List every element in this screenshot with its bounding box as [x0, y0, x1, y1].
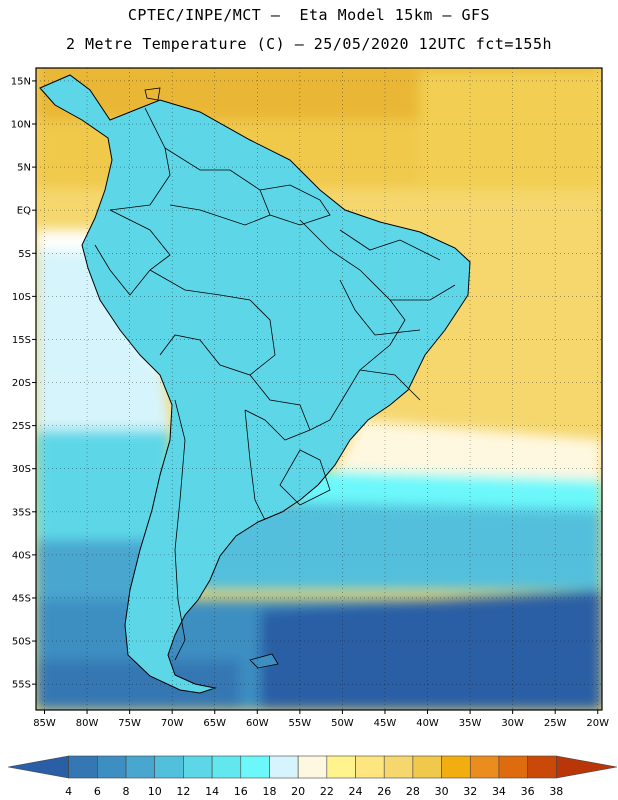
- colorbar-tick-label: 16: [234, 785, 248, 798]
- colorbar-tick-label: 36: [521, 785, 535, 798]
- colorbar-swatch: [412, 755, 442, 779]
- chart-title-line1: CPTEC/INPE/MCT – Eta Model 15km – GFS: [127, 6, 491, 24]
- latitude-label: 40S: [12, 550, 31, 561]
- longitude-label: 20W: [586, 718, 609, 729]
- map-field: [36, 68, 602, 710]
- longitude-label: 55W: [289, 718, 312, 729]
- longitude-label: 25W: [544, 718, 567, 729]
- longitude-label: 60W: [246, 718, 269, 729]
- latitude-label: 10N: [11, 120, 31, 131]
- colorbar-swatch: [527, 755, 557, 779]
- longitude-label: 65W: [203, 718, 226, 729]
- colorbar-swatch: [183, 755, 213, 779]
- colorbar-tick-label: 34: [492, 785, 506, 798]
- colorbar-swatch: [154, 755, 184, 779]
- latitude-label: 35S: [12, 507, 31, 518]
- longitude-label: 85W: [33, 718, 56, 729]
- colorbar-tick-label: 32: [463, 785, 477, 798]
- colorbar-tick-label: 30: [435, 785, 449, 798]
- latitude-label: 50S: [12, 637, 31, 648]
- longitude-label: 35W: [459, 718, 482, 729]
- longitude-label: 80W: [76, 718, 99, 729]
- colorbar-swatch: [68, 755, 98, 779]
- latitude-label: 55S: [12, 680, 31, 691]
- colorbar-swatch: [240, 755, 270, 779]
- map-frame: [35, 67, 603, 711]
- axis-labels: 15N 10N 5N EQ 5S 10S 15S 20S 25S 30S 35S 40S 45S 50S 5…: [11, 76, 609, 729]
- colorbar-swatch: [211, 755, 242, 779]
- colorbar-tick-label: 10: [148, 785, 162, 798]
- longitude-label: 75W: [118, 718, 141, 729]
- longitude-label: 40W: [416, 718, 439, 729]
- colorbar-swatch: [7, 755, 69, 779]
- colorbar-tick-label: 28: [406, 785, 420, 798]
- colorbar-swatch: [441, 755, 471, 779]
- ocean-temperature-field: [36, 68, 602, 710]
- colorbar-swatch: [297, 755, 328, 779]
- colorbar-tick-label: 12: [176, 785, 190, 798]
- longitude-label: 50W: [331, 718, 354, 729]
- colorbar-tick-label: 24: [349, 785, 363, 798]
- colorbar-tick-label: 4: [65, 785, 72, 798]
- colorbar-tick-label: 18: [262, 785, 276, 798]
- colorbar-tick-label: 14: [205, 785, 219, 798]
- longitude-label: 70W: [161, 718, 184, 729]
- caribbean-island-outline: [144, 87, 161, 101]
- latitude-label: 10S: [12, 292, 31, 303]
- colorbar-tick-label: 8: [123, 785, 130, 798]
- colorbar-swatch: [269, 755, 299, 779]
- longitude-label: 30W: [501, 718, 524, 729]
- colorbar-swatch: [125, 755, 156, 779]
- colorbar-tick-label: 20: [291, 785, 305, 798]
- colorbar-swatch: [97, 755, 127, 779]
- chart-title-line2: 2 Metre Temperature (C) – 25/05/2020 12U…: [65, 35, 553, 53]
- country-borders: [94, 107, 456, 661]
- latitude-label: 5S: [18, 249, 31, 260]
- latitude-label: 45S: [12, 593, 31, 604]
- colorbar: 4 6 8 10 12 14 16 18 20 22 24 26 28 30 32 34 36 38: [7, 755, 618, 798]
- colorbar-swatch: [355, 755, 385, 779]
- colorbar-swatch: [383, 755, 414, 779]
- colorbar-tick-label: 26: [377, 785, 391, 798]
- latitude-label: 30S: [12, 464, 31, 475]
- colorbar-swatch: [469, 755, 500, 779]
- latitude-label: 5N: [17, 163, 31, 174]
- colorbar-swatch: [326, 755, 356, 779]
- colorbar-swatch: [556, 755, 618, 779]
- colorbar-tick-label: 22: [320, 785, 334, 798]
- colorbar-tick-label: 38: [549, 785, 563, 798]
- latitude-label: 15N: [11, 76, 31, 87]
- colorbar-tick-label: 6: [94, 785, 101, 798]
- latitude-label: EQ: [17, 206, 31, 217]
- latitude-label: 20S: [12, 378, 31, 389]
- latitude-label: 15S: [12, 335, 31, 346]
- colorbar-swatch: [498, 755, 528, 779]
- latitude-label: 25S: [12, 421, 31, 432]
- longitude-label: 45W: [374, 718, 397, 729]
